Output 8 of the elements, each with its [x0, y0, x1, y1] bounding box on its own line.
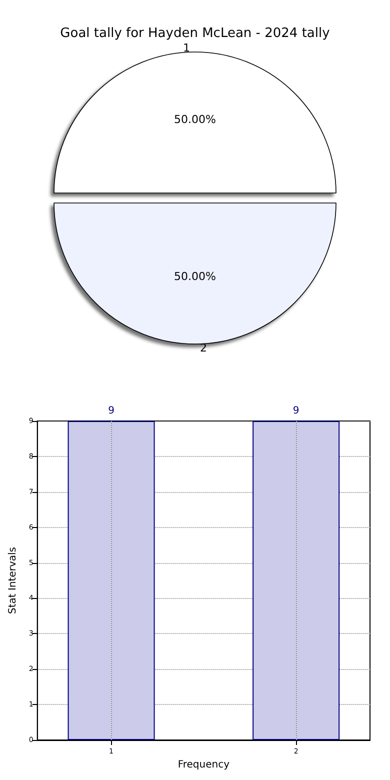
slice-label: 1: [183, 42, 190, 54]
data-label: 9: [108, 406, 114, 416]
data-label: 50.00%: [174, 113, 216, 126]
data-label: 50.00%: [174, 270, 216, 283]
chart-title: Goal tally for Hayden McLean - 2024 tally: [60, 26, 330, 41]
x-axis-title: Frequency: [178, 759, 230, 770]
data-label: 9: [292, 406, 300, 416]
y-axis-title: Stat Intervals: [8, 546, 18, 614]
